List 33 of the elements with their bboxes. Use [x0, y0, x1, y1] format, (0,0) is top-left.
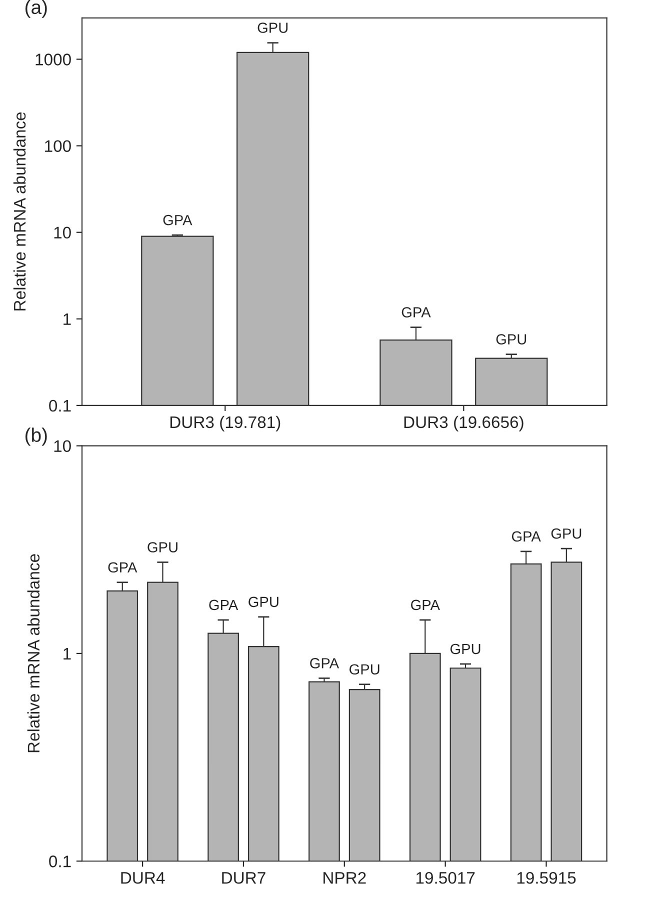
text: GPA	[512, 531, 541, 542]
text: GPU	[248, 596, 278, 608]
text: GPU	[148, 542, 178, 552]
text: GPA	[402, 307, 431, 318]
y-axis-title: Relative mRNA abundance	[27, 554, 40, 752]
y-tick-label: 1	[64, 313, 71, 325]
text: GPA	[209, 600, 238, 610]
y-tick-label: 100	[45, 140, 71, 152]
x-tick-label: NPR2	[324, 872, 366, 884]
text: GPU	[258, 22, 288, 33]
text: GPU	[551, 528, 582, 539]
x-tick-label: DUR3 (19.781)	[170, 416, 280, 432]
text: (a)	[25, 0, 47, 18]
y-tick-label: 0.1	[49, 400, 71, 412]
text: (b)	[25, 428, 47, 446]
text: GPA	[108, 562, 138, 573]
series-label: GPU	[496, 334, 526, 344]
text: GPA	[411, 600, 440, 610]
series-label: GPU	[450, 644, 480, 654]
y-tick-label: 1	[64, 648, 71, 660]
series-label: GPA	[163, 214, 192, 226]
x-tick-label: DUR7	[222, 872, 266, 884]
y-tick-label: 1000	[36, 54, 71, 66]
series-label: GPA	[310, 658, 340, 668]
x-tick-label: DUR4	[121, 872, 165, 884]
y-tick-label: 0.1	[49, 856, 71, 868]
y-axis-title: Relative mRNA abundance	[13, 112, 26, 310]
x-tick-label: 19.5017	[416, 872, 475, 884]
text: GPU	[350, 664, 380, 675]
x-tick-label: 19.5915	[517, 872, 576, 884]
x-tick-label: DUR3 (19.6656)	[404, 416, 524, 432]
y-tick-label: 10	[54, 440, 71, 452]
y-tick-label: 10	[54, 226, 71, 239]
